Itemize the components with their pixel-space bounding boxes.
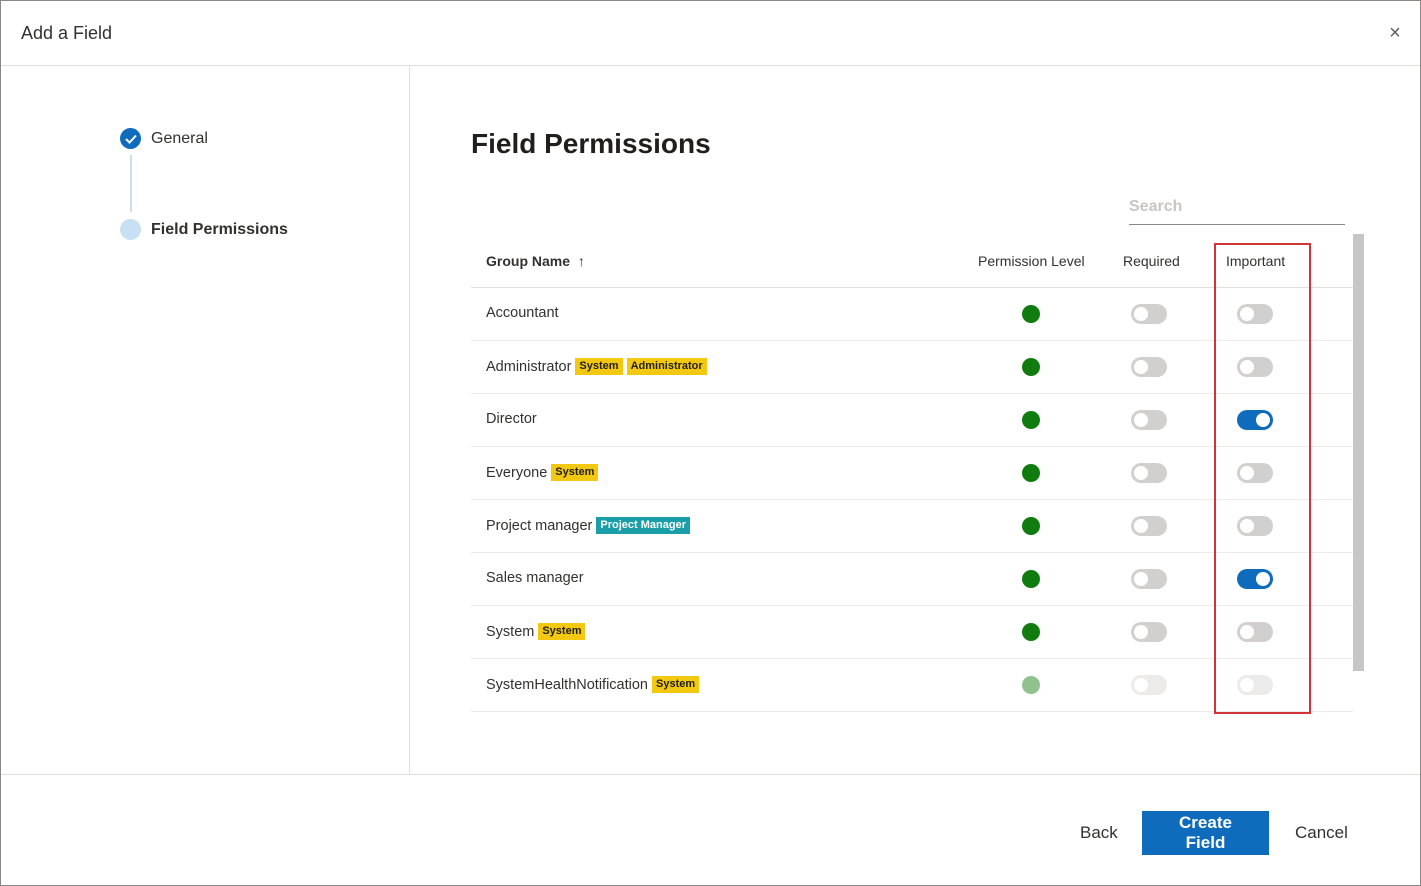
group-badge: System bbox=[538, 623, 586, 640]
group-name: Director bbox=[486, 411, 537, 427]
checkmark-icon bbox=[120, 128, 141, 149]
step-general[interactable]: General bbox=[120, 128, 208, 149]
group-name-cell: SystemHealthNotification System bbox=[486, 676, 700, 693]
step-label: Field Permissions bbox=[151, 220, 288, 238]
create-field-button[interactable]: Create Field bbox=[1142, 811, 1269, 855]
toggle-knob bbox=[1134, 360, 1148, 374]
toggle-knob bbox=[1240, 625, 1254, 639]
toggle-knob bbox=[1134, 678, 1148, 692]
permission-level-indicator[interactable] bbox=[1022, 517, 1040, 535]
column-header-required: Required bbox=[1123, 253, 1180, 269]
toggle-knob bbox=[1134, 625, 1148, 639]
step-field-permissions[interactable]: Field Permissions bbox=[120, 219, 288, 240]
table-row: Director bbox=[471, 394, 1353, 447]
toggle-knob bbox=[1256, 413, 1270, 427]
group-name-cell: Everyone System bbox=[486, 464, 599, 481]
table-row: Sales manager bbox=[471, 553, 1353, 606]
group-name: Accountant bbox=[486, 305, 559, 321]
group-badge: Administrator bbox=[626, 358, 707, 375]
column-header-group-name[interactable]: Group Name ↑ bbox=[486, 253, 585, 269]
group-badge: Project Manager bbox=[596, 517, 690, 534]
table-header: Group Name ↑ Permission Level Required I… bbox=[471, 235, 1353, 288]
important-toggle[interactable] bbox=[1237, 304, 1273, 324]
required-toggle[interactable] bbox=[1131, 463, 1167, 483]
page-title: Field Permissions bbox=[471, 128, 711, 159]
toggle-knob bbox=[1240, 466, 1254, 480]
required-toggle[interactable] bbox=[1131, 357, 1167, 377]
toggle-knob bbox=[1240, 307, 1254, 321]
group-name-cell: Administrator System Administrator bbox=[486, 358, 707, 375]
toggle-knob bbox=[1240, 519, 1254, 533]
permission-level-indicator[interactable] bbox=[1022, 464, 1040, 482]
dialog-footer: Back Create Field Cancel bbox=[1, 774, 1420, 885]
column-header-important: Important bbox=[1226, 253, 1286, 269]
group-name: Everyone bbox=[486, 464, 548, 481]
important-toggle[interactable] bbox=[1237, 463, 1273, 483]
cancel-button[interactable]: Cancel bbox=[1279, 811, 1364, 855]
table-row: Project manager Project Manager bbox=[471, 500, 1353, 553]
group-name-cell: Accountant bbox=[486, 305, 559, 321]
current-step-icon bbox=[120, 219, 141, 240]
important-toggle[interactable] bbox=[1237, 410, 1273, 430]
group-badge: System bbox=[575, 358, 623, 375]
group-badge: System bbox=[652, 676, 700, 693]
dialog-header: Add a Field × bbox=[1, 1, 1420, 66]
table-row: Everyone System bbox=[471, 447, 1353, 500]
toggle-knob bbox=[1240, 360, 1254, 374]
table-row: System System bbox=[471, 606, 1353, 659]
table-row: Accountant bbox=[471, 288, 1353, 341]
step-label: General bbox=[151, 129, 208, 147]
permission-level-indicator[interactable] bbox=[1022, 676, 1040, 694]
permission-level-indicator[interactable] bbox=[1022, 570, 1040, 588]
sort-ascending-icon: ↑ bbox=[577, 253, 585, 269]
group-name: System bbox=[486, 623, 535, 640]
required-toggle[interactable] bbox=[1131, 569, 1167, 589]
toggle-knob bbox=[1134, 413, 1148, 427]
permissions-table: Group Name ↑ Permission Level Required I… bbox=[471, 235, 1353, 712]
toggle-knob bbox=[1134, 466, 1148, 480]
toggle-knob bbox=[1240, 678, 1254, 692]
toggle-knob bbox=[1256, 572, 1270, 586]
permission-level-indicator[interactable] bbox=[1022, 358, 1040, 376]
close-icon[interactable]: × bbox=[1389, 22, 1401, 44]
table-row: SystemHealthNotification System bbox=[471, 659, 1353, 712]
important-toggle[interactable] bbox=[1237, 516, 1273, 536]
search-input[interactable] bbox=[1129, 190, 1345, 225]
important-toggle bbox=[1237, 675, 1273, 695]
group-name: Sales manager bbox=[486, 570, 584, 586]
permission-level-indicator[interactable] bbox=[1022, 411, 1040, 429]
required-toggle[interactable] bbox=[1131, 516, 1167, 536]
group-name: Project manager bbox=[486, 517, 593, 534]
column-header-permission-level: Permission Level bbox=[978, 253, 1085, 269]
header-label: Group Name bbox=[486, 253, 571, 269]
scrollbar[interactable] bbox=[1353, 234, 1364, 671]
toggle-knob bbox=[1134, 572, 1148, 586]
permission-level-indicator[interactable] bbox=[1022, 623, 1040, 641]
required-toggle[interactable] bbox=[1131, 410, 1167, 430]
main-content: Field Permissions Group Name ↑ Permissio… bbox=[411, 66, 1420, 774]
toggle-knob bbox=[1134, 307, 1148, 321]
group-name-cell: System System bbox=[486, 623, 586, 640]
required-toggle bbox=[1131, 675, 1167, 695]
important-toggle[interactable] bbox=[1237, 569, 1273, 589]
step-connector bbox=[130, 155, 132, 212]
wizard-steps: General Field Permissions bbox=[1, 66, 410, 774]
required-toggle[interactable] bbox=[1131, 304, 1167, 324]
group-name: Administrator bbox=[486, 358, 572, 375]
required-toggle[interactable] bbox=[1131, 622, 1167, 642]
permission-level-indicator[interactable] bbox=[1022, 305, 1040, 323]
group-name-cell: Project manager Project Manager bbox=[486, 517, 690, 534]
group-name-cell: Director bbox=[486, 411, 537, 427]
group-name-cell: Sales manager bbox=[486, 570, 584, 586]
table-row: Administrator System Administrator bbox=[471, 341, 1353, 394]
toggle-knob bbox=[1134, 519, 1148, 533]
important-toggle[interactable] bbox=[1237, 357, 1273, 377]
back-button[interactable]: Back bbox=[1064, 811, 1134, 855]
dialog-title: Add a Field bbox=[21, 23, 113, 43]
group-name: SystemHealthNotification bbox=[486, 676, 648, 693]
group-badge: System bbox=[551, 464, 599, 481]
important-toggle[interactable] bbox=[1237, 622, 1273, 642]
